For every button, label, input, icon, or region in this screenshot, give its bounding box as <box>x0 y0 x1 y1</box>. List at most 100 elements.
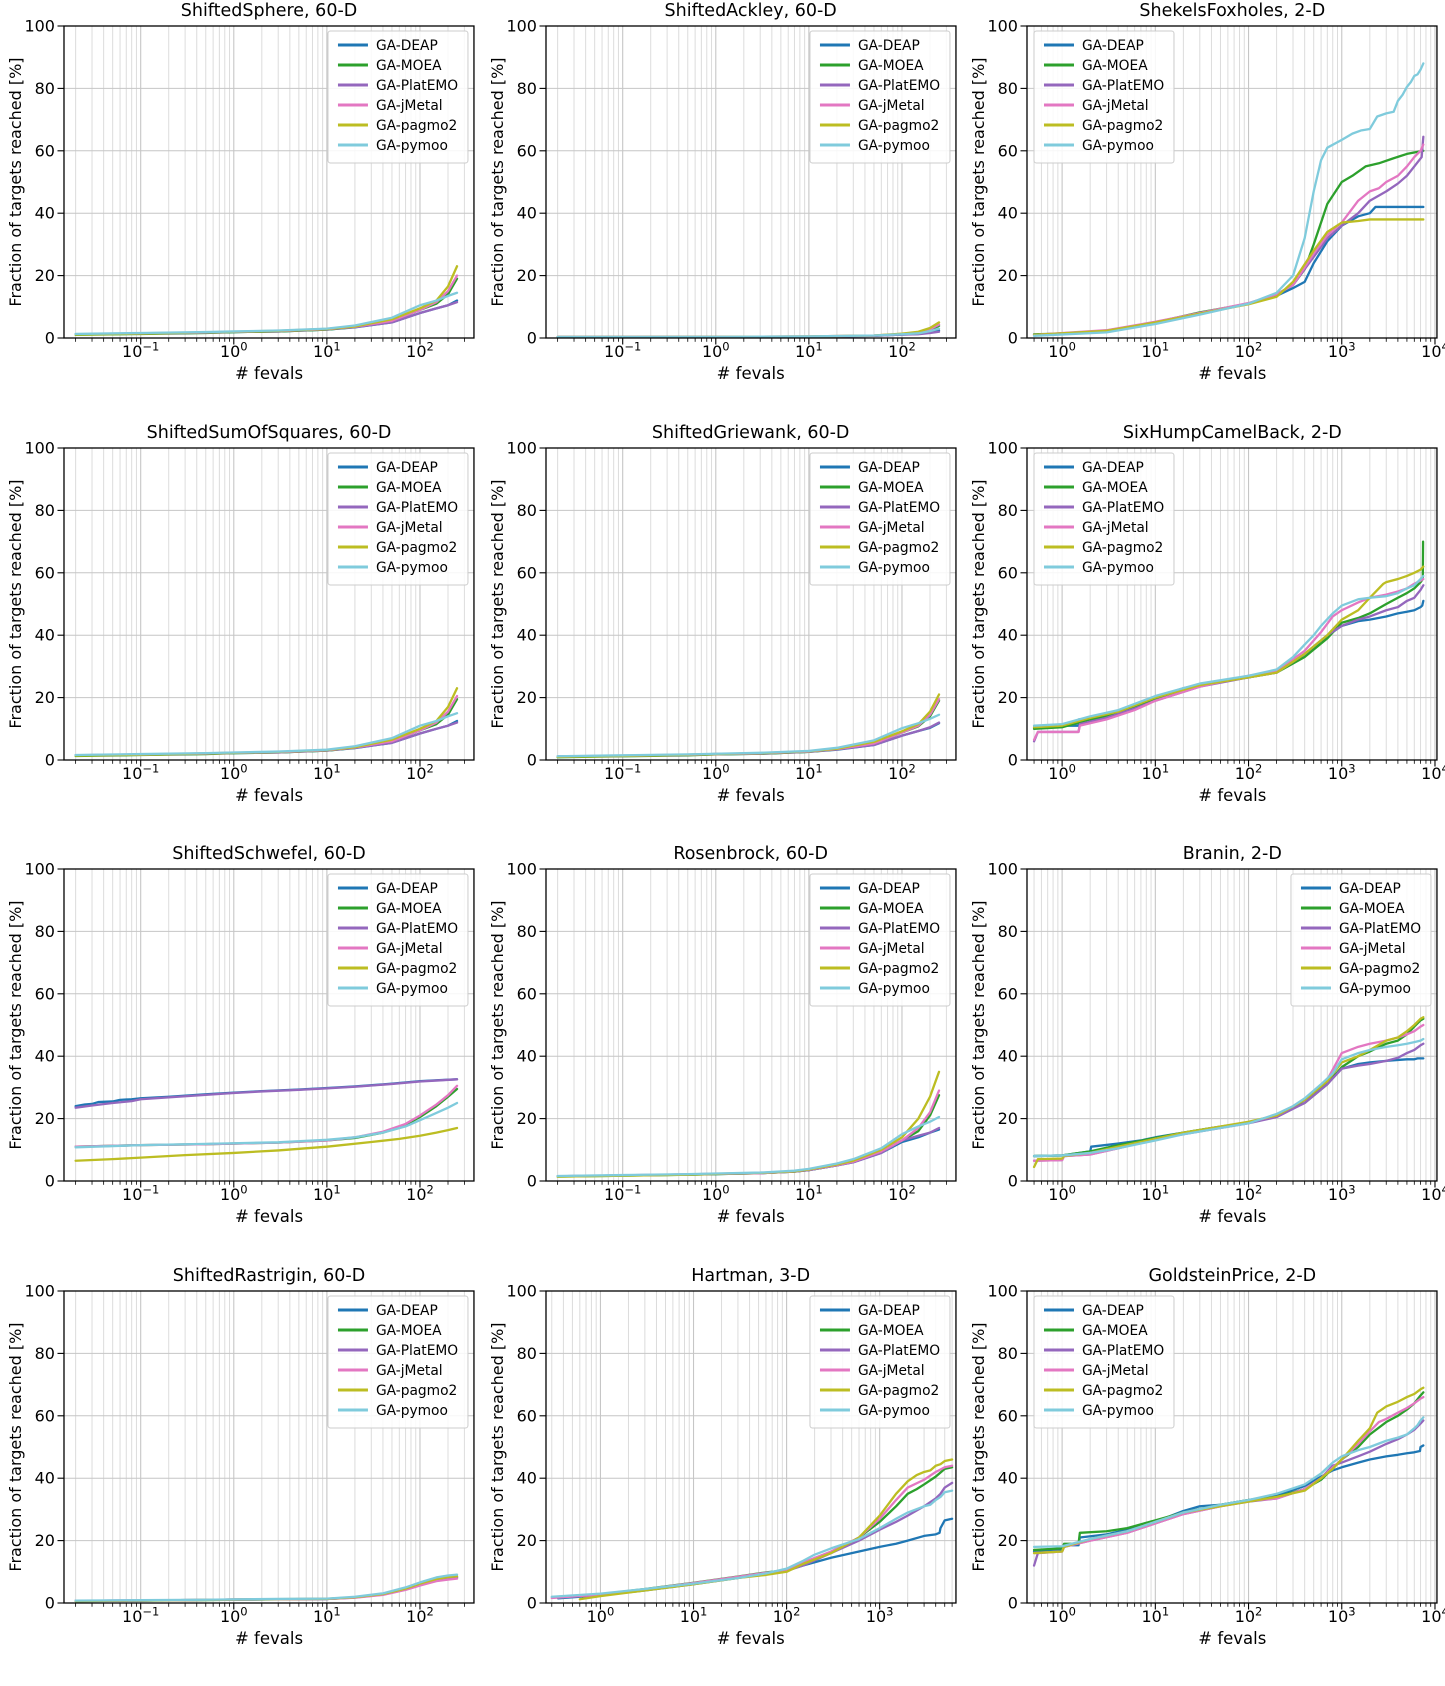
chart-title: ShiftedRastrigin, 60-D <box>172 1265 366 1286</box>
x-axis-label: # fevals <box>234 1628 304 1648</box>
chart-title: Rosenbrock, 60-D <box>673 844 828 864</box>
x-tick-label: 101 <box>1142 1182 1170 1204</box>
series-line-GA-DEAP <box>1033 1443 1425 1553</box>
series-group <box>74 1078 459 1162</box>
series-line-GA-MOEA <box>581 1465 953 1599</box>
chart-canvas: 100 101 102 103 104 0 20 40 60 80 100 GA-DEAP GA-MOE… <box>988 16 1445 361</box>
legend-label: GA-jMetal <box>1339 941 1406 957</box>
legend-label: GA-pagmo2 <box>1082 539 1163 555</box>
series-line-GA-pymoo <box>1033 574 1425 727</box>
chart-canvas: 100 101 102 103020406080100GA-DEAPGA-MOEAGA… <box>506 1281 957 1626</box>
x-tick-label: 102 <box>1235 1604 1263 1626</box>
x-tick-label: 102 <box>1235 761 1263 783</box>
legend: GA-DEAP GA-MOEA GA-PlatEMO GA-jMetal GA-pagm… <box>327 873 469 1007</box>
y-tick-label: 0 <box>45 1593 55 1612</box>
y-tick-label: 0 <box>1008 750 1018 769</box>
legend-label: GA-pymoo <box>1082 1402 1154 1418</box>
x-tick-label: 101 <box>313 1604 341 1626</box>
y-tick-label: 100 <box>988 16 1019 35</box>
series-line-GA-MOEA <box>1033 1017 1425 1158</box>
x-tick-label: 10−1 <box>604 339 641 361</box>
legend-label: GA-pagmo2 <box>376 1382 457 1398</box>
legend-label: GA-MOEA <box>858 1322 924 1338</box>
subplot-shifted-sum-of-squares: ShiftedSumOfSquares, 60-D Fraction of ta… <box>0 422 482 844</box>
x-tick-label: 10−1 <box>604 761 641 783</box>
y-tick-label: 20 <box>998 266 1018 285</box>
legend-label: GA-DEAP <box>1082 459 1144 475</box>
x-axis-label: # fevals <box>1198 1207 1267 1226</box>
x-tick-label: 101 <box>313 1182 341 1204</box>
legend-label: GA-DEAP <box>858 881 920 897</box>
subplot-shifted-griewank: ShiftedGriewank, 60-D Fraction of target… <box>482 422 964 844</box>
x-tick-label: 102 <box>1235 1182 1263 1204</box>
x-tick-label: 100 <box>1049 1604 1077 1626</box>
legend-label: GA-PlatEMO <box>1339 921 1421 937</box>
x-tick-label: 104 <box>1421 339 1445 361</box>
x-tick-label: 102 <box>772 1604 800 1626</box>
x-tick-label: 103 <box>866 1604 894 1626</box>
legend: GA-DEAP GA-MOEA GA-PlatEMO GA-jMetal GA-pagm… <box>1033 30 1175 164</box>
x-tick-label: 101 <box>313 761 341 783</box>
x-tick-label: 100 <box>702 761 730 783</box>
series-line-GA-pymoo <box>74 711 459 756</box>
legend-label: GA-pagmo2 <box>858 1382 939 1398</box>
plot-frame <box>545 446 957 761</box>
legend-label: GA-pymoo <box>858 138 930 154</box>
chart-canvas: 100 101 102 103 104 0 20 40 60 80 100 GA-DEAP GA-MOE… <box>988 438 1445 783</box>
series-group <box>550 1457 953 1600</box>
y-tick-label: 40 <box>516 1468 536 1487</box>
plot-frame <box>63 446 475 761</box>
x-tick-label: 101 <box>795 761 823 783</box>
chart-title: ShekelsFoxholes, 2-D <box>1139 1 1326 21</box>
chart-title: ShiftedSphere, 60-D <box>180 1 358 21</box>
y-tick-label: 80 <box>998 1343 1018 1362</box>
y-tick-label: 20 <box>35 1109 55 1128</box>
legend-label: GA-pymoo <box>858 981 930 997</box>
legend-label: GA-DEAP <box>1082 38 1144 54</box>
series-group <box>556 1070 940 1178</box>
y-tick-label: 20 <box>998 688 1018 707</box>
legend: GA-DEAP GA-MOEA GA-PlatEMO GA-jMetal GA-pagm… <box>809 873 951 1007</box>
series-line-GA-pymoo <box>1033 1037 1425 1158</box>
y-tick-label: 20 <box>998 1109 1018 1128</box>
y-tick-label: 20 <box>998 1531 1018 1550</box>
y-tick-label: 40 <box>35 204 55 223</box>
y-tick-label: 20 <box>516 266 536 285</box>
x-tick-label: 102 <box>888 339 916 361</box>
x-tick-label: 100 <box>220 761 248 783</box>
legend-label: GA-MOEA <box>1339 901 1405 917</box>
chart-title: Hartman, 3-D <box>691 1265 811 1286</box>
y-tick-label: 80 <box>35 1343 55 1362</box>
series-line-GA-pagmo2 <box>74 1126 459 1162</box>
plot-frame <box>1026 1289 1438 1604</box>
y-tick-label: 60 <box>998 141 1018 160</box>
y-tick-label: 0 <box>526 1171 536 1190</box>
legend-label: GA-MOEA <box>376 58 442 74</box>
y-tick-label: 0 <box>1008 1171 1018 1190</box>
x-tick-label: 104 <box>1421 1604 1445 1626</box>
legend-label: GA-jMetal <box>376 519 443 535</box>
legend-label: GA-jMetal <box>376 1362 443 1378</box>
legend-label: GA-jMetal <box>858 98 925 114</box>
legend-label: GA-pagmo2 <box>376 118 457 134</box>
y-tick-label: 80 <box>516 922 536 941</box>
subplot-shifted-sphere: ShiftedSphere, 60-D Fraction of targets … <box>0 0 482 422</box>
legend-label: GA-pagmo2 <box>858 539 939 555</box>
y-tick-label: 60 <box>35 1406 55 1425</box>
legend-label: GA-pagmo2 <box>1339 961 1420 977</box>
y-tick-label: 40 <box>35 625 55 644</box>
y-tick-label: 60 <box>35 141 55 160</box>
x-axis-label: # fevals <box>234 785 304 805</box>
subplot-shekels-foxholes: ShekelsFoxholes, 2-D Fraction of targets… <box>963 0 1445 422</box>
series-line-GA-DEAP <box>1033 599 1425 728</box>
x-tick-label: 100 <box>586 1604 614 1626</box>
series-line-GA-jMetal <box>550 1464 953 1599</box>
series-line-GA-DEAP <box>556 1517 953 1599</box>
legend-label: GA-pymoo <box>376 138 448 154</box>
legend-label: GA-pymoo <box>376 981 448 997</box>
legend: GA-DEAP GA-MOEA GA-PlatEMO GA-jMetal GA-pagm… <box>809 1295 951 1428</box>
subplot-shifted-schwefel: ShiftedSchwefel, 60-D Fraction of target… <box>0 843 482 1265</box>
legend-label: GA-MOEA <box>376 1322 442 1338</box>
plot-frame <box>545 25 957 339</box>
y-tick-label: 0 <box>526 750 536 769</box>
